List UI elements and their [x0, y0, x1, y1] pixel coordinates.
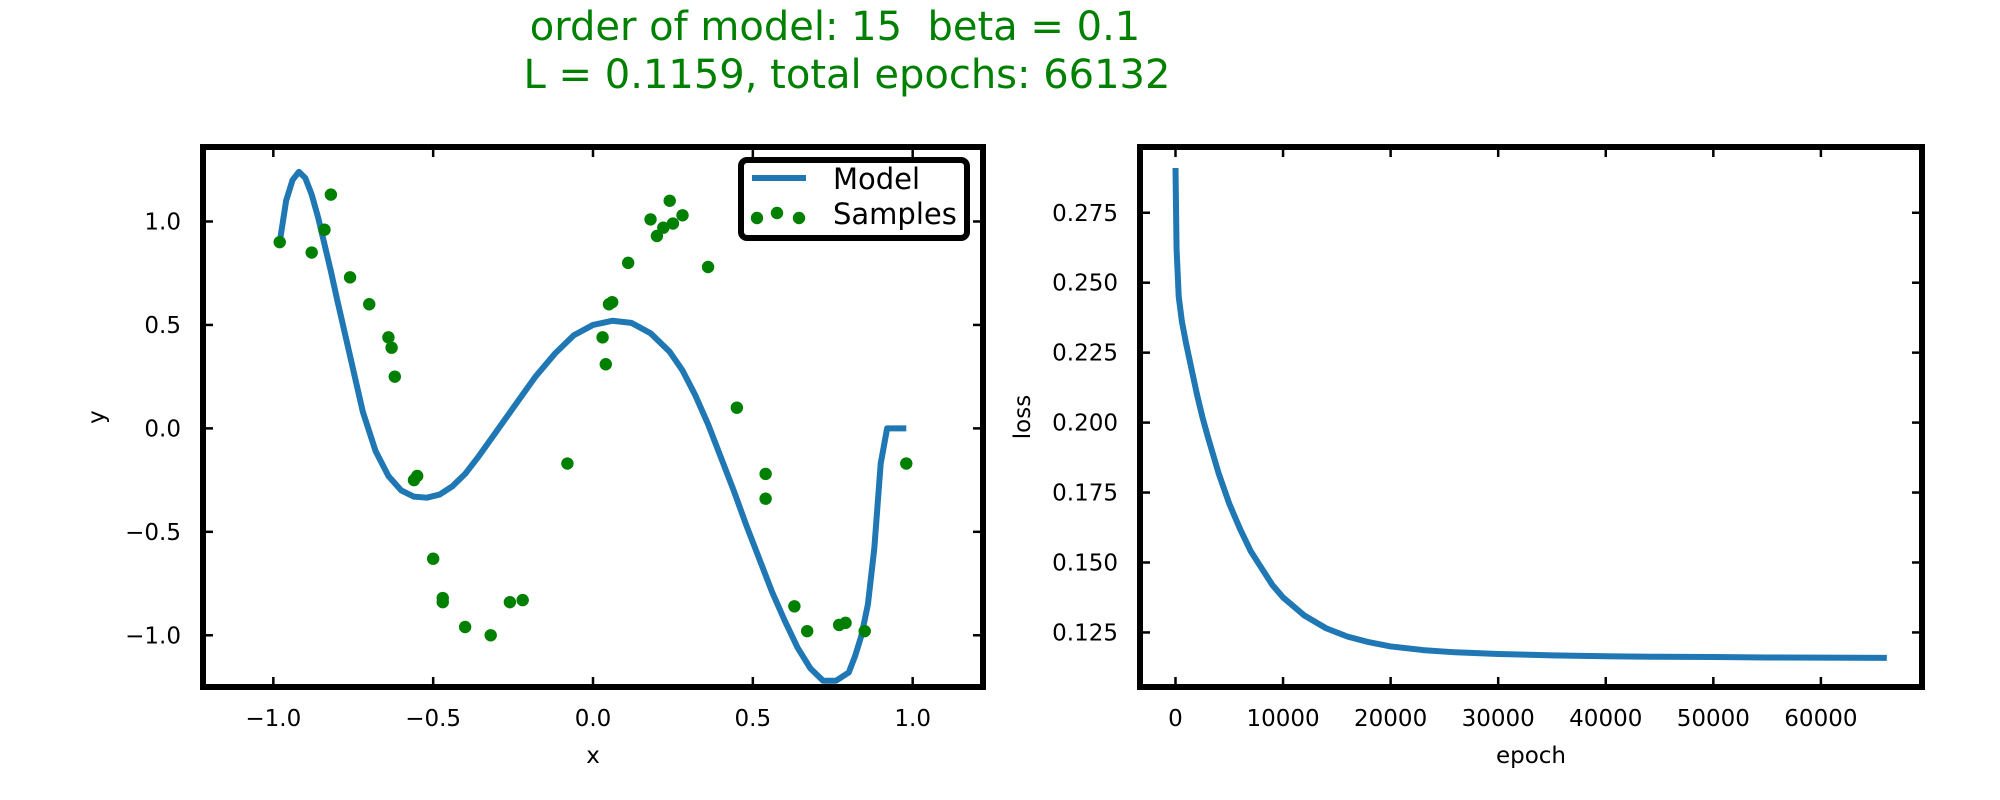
- x-tick-label: 0.5: [735, 706, 772, 732]
- sample-point: [503, 595, 517, 609]
- sample-point: [343, 271, 357, 284]
- plot-area: [1172, 167, 1887, 661]
- sample-point: [426, 552, 440, 565]
- sample-point: [759, 467, 772, 481]
- y-tick-label: 0.250: [1052, 271, 1118, 297]
- y-tick-label: 0.175: [1052, 481, 1118, 507]
- sample-point: [458, 620, 472, 634]
- plot-area: [273, 168, 913, 684]
- x-axis-label: epoch: [1496, 743, 1566, 769]
- x-tick-label: 0.0: [575, 706, 612, 732]
- x-tick-label: 10000: [1246, 706, 1319, 732]
- sample-point: [621, 256, 635, 270]
- x-tick-label: 50000: [1677, 706, 1750, 732]
- sample-point: [561, 457, 574, 470]
- sample-point: [663, 194, 676, 207]
- sample-point: [839, 616, 852, 630]
- sample-point: [596, 331, 609, 344]
- y-tick-label: 0.125: [1052, 620, 1118, 646]
- x-tick-label: 40000: [1569, 706, 1642, 732]
- sample-point: [644, 213, 657, 226]
- y-tick-label: 0.0: [144, 416, 181, 442]
- sample-point: [305, 246, 318, 259]
- sample-point: [900, 457, 913, 470]
- legend-label-samples: Samples: [833, 197, 957, 231]
- sample-point: [800, 624, 814, 638]
- sample-point: [666, 217, 680, 230]
- sample-point: [382, 331, 395, 344]
- sample-point: [318, 223, 331, 236]
- model-line: [276, 168, 907, 684]
- axes-frame: [1137, 144, 1925, 690]
- sample-point: [385, 341, 398, 354]
- y-tick-label: 1.0: [144, 209, 181, 235]
- loss-curve-plot: 0 10000 20000 30000 40000 50000 60000 0.125 0.15…: [1010, 144, 1925, 769]
- model-fit-plot: −1.0 −0.5 0.0 0.5 1.0 −1.0 −0.5 0.0 0.5 1.0 x y Mode…: [84, 144, 986, 769]
- x-tick-label: −1.0: [245, 706, 301, 732]
- sample-point: [516, 593, 529, 607]
- y-tick-label: 0.150: [1052, 550, 1118, 576]
- sample-point: [273, 235, 286, 249]
- sample-point: [484, 629, 497, 642]
- y-axis-label: loss: [1010, 395, 1036, 439]
- x-tick-label: −0.5: [405, 706, 461, 732]
- y-tick-label: 0.225: [1052, 341, 1118, 367]
- sample-point: [657, 221, 670, 234]
- y-tick-label: 0.200: [1052, 411, 1118, 437]
- sample-point: [701, 260, 715, 274]
- legend-point-swatch: [770, 206, 784, 220]
- legend-point-swatch: [792, 211, 806, 225]
- sample-point: [676, 209, 689, 222]
- legend-label-model: Model: [833, 162, 920, 196]
- title-line-1: order of model: 15 beta = 0.1: [529, 4, 1141, 50]
- sample-point: [730, 401, 744, 414]
- sample-point: [759, 492, 772, 505]
- sample-point: [324, 188, 338, 201]
- loss-line: [1172, 167, 1887, 661]
- x-tick-label: 60000: [1784, 706, 1857, 732]
- x-tick-label: 20000: [1354, 706, 1427, 732]
- title-line-2: L = 0.1159, total epochs: 66132: [523, 52, 1171, 98]
- y-tick-label: 0.275: [1052, 201, 1118, 227]
- sample-point: [388, 370, 401, 383]
- legend-point-swatch: [750, 211, 764, 225]
- y-axis-label: y: [84, 410, 110, 424]
- x-tick-label: 1.0: [894, 706, 931, 732]
- sample-point: [605, 295, 619, 309]
- y-tick-label: −0.5: [125, 520, 181, 546]
- x-axis-label: x: [586, 743, 600, 769]
- y-tick-label: 0.5: [144, 313, 181, 339]
- sample-point: [599, 358, 612, 371]
- sample-point: [858, 624, 871, 638]
- samples-series: [273, 188, 913, 642]
- sample-point: [436, 591, 449, 605]
- sample-point: [410, 469, 424, 483]
- x-tick-label: 30000: [1462, 706, 1535, 732]
- sample-point: [788, 600, 801, 613]
- y-tick-label: −1.0: [125, 623, 181, 649]
- sample-point: [363, 298, 376, 311]
- x-tick-label: 0: [1168, 706, 1183, 732]
